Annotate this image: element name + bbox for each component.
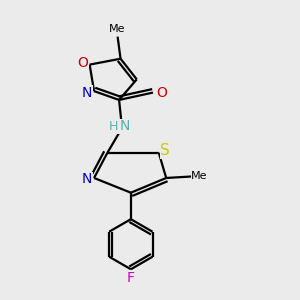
Text: N: N	[82, 85, 92, 100]
Text: O: O	[156, 85, 167, 100]
Text: H: H	[109, 120, 118, 133]
Text: N: N	[120, 119, 130, 134]
Text: O: O	[78, 56, 88, 70]
Text: N: N	[82, 172, 92, 186]
Text: Me: Me	[191, 172, 208, 182]
Text: S: S	[160, 143, 170, 158]
Text: Me: Me	[110, 24, 126, 34]
Text: F: F	[127, 271, 135, 285]
